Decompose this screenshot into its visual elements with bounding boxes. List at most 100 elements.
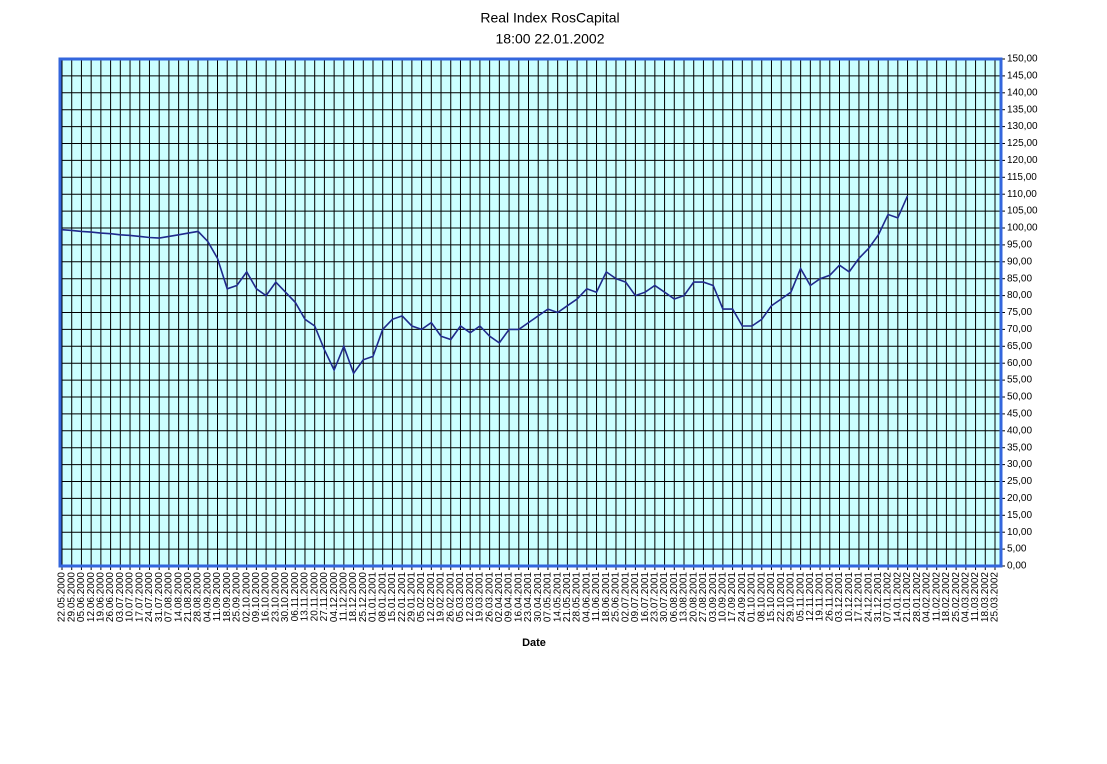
x-tick-label: 20.08.2001 (688, 572, 699, 622)
x-tick-label: 17.07.2000 (134, 572, 145, 622)
data-line (61, 195, 909, 375)
x-tick-label: 21.05.2001 (562, 572, 573, 622)
y-tick-label: 110,00 (1007, 189, 1037, 200)
x-tick-label: 12.03.2001 (465, 572, 476, 622)
x-tick-label: 20.11.2000 (309, 572, 320, 622)
y-tick-label: 95,00 (1007, 240, 1032, 251)
y-tick-label: 135,00 (1007, 104, 1038, 115)
x-tick-label: 04.06.2001 (581, 572, 592, 622)
x-tick-label: 12.06.2000 (86, 572, 97, 622)
x-tick-label: 24.09.2001 (737, 572, 748, 622)
x-tick-label: 05.02.2001 (416, 572, 427, 622)
x-tick-label: 05.03.2001 (455, 572, 466, 622)
x-tick-label: 04.12.2000 (329, 572, 340, 622)
x-tick-label: 17.09.2001 (727, 572, 738, 622)
y-tick-label: 30,00 (1007, 459, 1032, 470)
y-tick-label: 90,00 (1007, 256, 1032, 267)
x-tick-label: 09.10.2000 (251, 572, 262, 622)
x-tick-label: 30.04.2001 (533, 572, 544, 622)
x-tick-label: 03.09.2001 (708, 572, 719, 622)
x-tick-label: 27.11.2000 (319, 572, 330, 622)
y-tick-label: 120,00 (1007, 155, 1038, 166)
y-tick-label: 60,00 (1007, 358, 1032, 369)
x-tick-label: 10.09.2001 (718, 572, 729, 622)
x-tick-label: 03.07.2000 (115, 572, 126, 622)
x-tick-label: 22.05.2000 (57, 572, 68, 622)
y-tick-label: 145,00 (1007, 71, 1038, 82)
x-tick-label: 05.11.2001 (795, 572, 806, 622)
x-tick-label: 04.09.2000 (202, 572, 213, 622)
x-tick-label: 13.08.2001 (679, 572, 690, 622)
x-tick-label: 23.07.2001 (649, 572, 660, 622)
x-tick-label: 08.10.2001 (756, 572, 767, 622)
x-tick-label: 07.08.2000 (164, 572, 175, 622)
x-tick-label: 28.08.2000 (193, 572, 204, 622)
x-tick-label: 16.04.2001 (513, 572, 524, 622)
x-tick-label: 18.02.2002 (941, 572, 952, 622)
x-tick-label: 26.11.2001 (824, 572, 835, 622)
x-tick-label: 21.01.2002 (902, 572, 913, 622)
x-tick-label: 26.02.2001 (445, 572, 456, 622)
x-tick-label: 25.02.2002 (951, 572, 962, 622)
x-tick-label: 07.01.2002 (883, 572, 894, 622)
x-tick-label: 19.11.2001 (815, 572, 826, 622)
x-tick-label: 29.01.2001 (407, 572, 418, 622)
x-tick-label: 24.12.2001 (863, 572, 874, 622)
x-tick-label: 18.06.2001 (601, 572, 612, 622)
x-tick-label: 24.07.2000 (144, 572, 155, 622)
chart-title: Real Index RosCapital (480, 10, 619, 26)
x-tick-label: 03.12.2001 (834, 572, 845, 622)
x-tick-label: 06.08.2001 (669, 572, 680, 622)
x-tick-label: 31.12.2001 (873, 572, 884, 622)
x-tick-label: 04.03.2002 (960, 572, 971, 622)
x-tick-label: 05.06.2000 (76, 572, 87, 622)
x-tick-label: 10.12.2001 (844, 572, 855, 622)
y-tick-label: 70,00 (1007, 324, 1032, 335)
y-tick-label: 65,00 (1007, 341, 1032, 352)
x-tick-label: 30.10.2000 (280, 572, 291, 622)
x-tick-label: 07.05.2001 (543, 572, 554, 622)
x-tick-label: 22.01.2001 (397, 572, 408, 622)
x-tick-label: 02.04.2001 (494, 572, 505, 622)
x-tick-label: 10.07.2000 (125, 572, 136, 622)
x-axis-label: Date (522, 637, 546, 649)
y-tick-label: 40,00 (1007, 425, 1032, 436)
x-tick-label: 25.06.2001 (611, 572, 622, 622)
x-tick-label: 17.12.2001 (854, 572, 865, 622)
x-tick-label: 14.01.2002 (892, 572, 903, 622)
x-tick-label: 19.03.2001 (475, 572, 486, 622)
y-tick-label: 5,00 (1007, 544, 1027, 555)
x-tick-label: 14.08.2000 (173, 572, 184, 622)
y-tick-label: 125,00 (1007, 138, 1038, 149)
x-tick-label: 15.01.2001 (387, 572, 398, 622)
chart-subtitle: 18:00 22.01.2002 (496, 31, 605, 47)
x-tick-label: 11.03.2002 (970, 572, 981, 622)
y-tick-label: 80,00 (1007, 290, 1032, 301)
y-tick-label: 100,00 (1007, 223, 1038, 234)
x-tick-label: 13.11.2000 (300, 572, 311, 622)
y-tick-label: 75,00 (1007, 307, 1032, 318)
y-tick-label: 130,00 (1007, 121, 1038, 132)
x-tick-label: 12.11.2001 (805, 572, 816, 622)
y-tick-label: 0,00 (1007, 561, 1027, 572)
x-tick-label: 11.06.2001 (591, 572, 602, 622)
x-tick-label: 22.10.2001 (776, 572, 787, 622)
x-tick-label: 11.12.2000 (338, 572, 349, 622)
y-tick-label: 150,00 (1007, 54, 1038, 65)
x-tick-label: 23.04.2001 (523, 572, 534, 622)
x-tick-label: 11.02.2002 (931, 572, 942, 622)
x-tick-label: 02.10.2000 (241, 572, 252, 622)
plot-border (58, 57, 1003, 568)
y-tick-label: 55,00 (1007, 375, 1032, 386)
y-tick-label: 105,00 (1007, 206, 1038, 217)
y-tick-label: 25,00 (1007, 476, 1032, 487)
x-tick-label: 29.10.2001 (786, 572, 797, 622)
x-tick-label: 27.08.2001 (698, 572, 709, 622)
x-tick-label: 29.05.2000 (66, 572, 77, 622)
x-tick-label: 18.12.2000 (348, 572, 359, 622)
x-tick-label: 09.04.2001 (504, 572, 515, 622)
x-tick-label: 01.01.2001 (368, 572, 379, 622)
x-tick-label: 02.07.2001 (620, 572, 631, 622)
x-tick-label: 30.07.2001 (659, 572, 670, 622)
